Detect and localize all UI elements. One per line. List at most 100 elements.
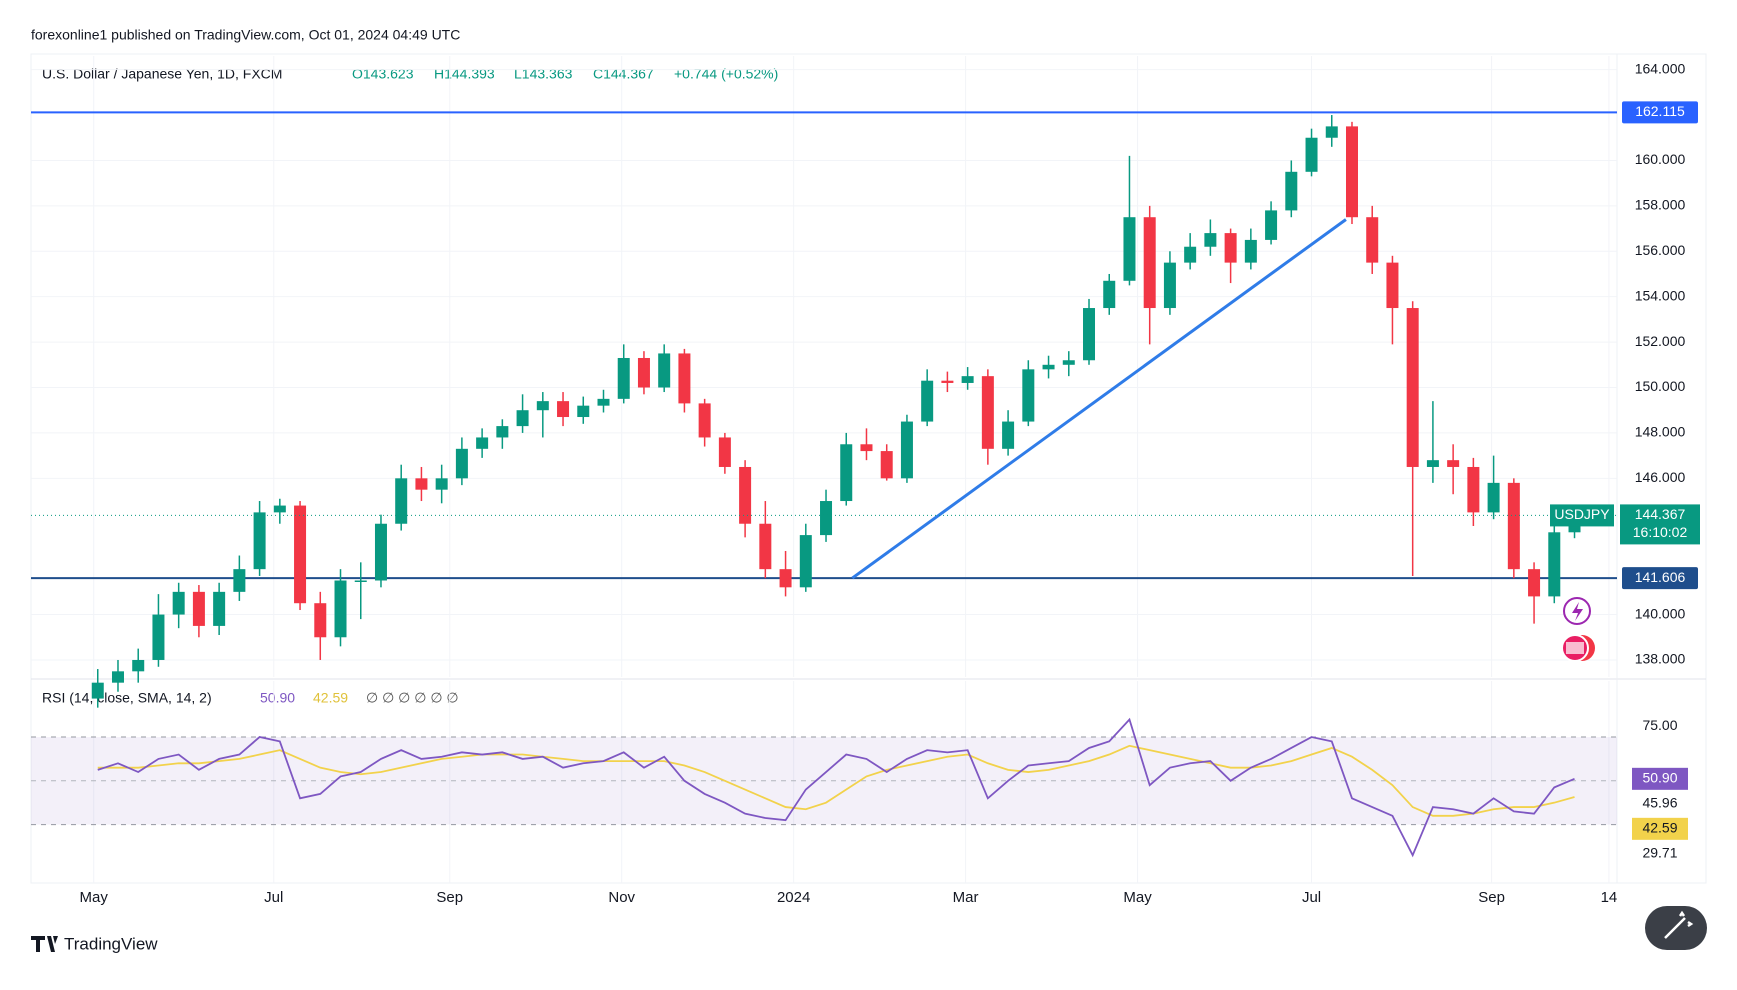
candle-body [1204,233,1217,247]
candle-body [1487,482,1500,513]
candle-body [1062,360,1075,365]
rsi-tick-label: 29.71 [1642,845,1677,861]
candle-body [1467,466,1480,513]
price-badge-label: 141.606 [1635,569,1686,585]
flag-icon-detail [1566,642,1584,654]
candle-body [233,569,246,592]
candle-body [536,401,549,411]
candle-body [799,535,812,588]
last-price-badge [1620,504,1700,545]
candle-body [1143,217,1156,309]
footer-brand: TradingView [64,934,158,953]
y-tick-label: 146.000 [1635,469,1686,485]
wand-icon [1664,910,1694,939]
legend-close: C144.367 [593,66,654,82]
y-tick-label: 158.000 [1635,197,1686,213]
candle-body [820,501,833,536]
candle-body [840,444,853,502]
candle-body [1426,460,1439,467]
y-tick-label: 152.000 [1635,333,1686,349]
candle-body [698,403,711,438]
rsi-tick-label: 45.96 [1642,795,1677,811]
rsi-sma-badge [1632,817,1688,840]
candle-body [314,603,327,638]
legend-high: H144.393 [434,66,495,82]
candle-body [1345,126,1358,218]
rsi-sma-line [97,744,1575,817]
y-tick-label: 148.000 [1635,424,1686,440]
x-tick-label: Jul [1302,889,1321,906]
y-tick-label: 150.000 [1635,378,1686,394]
rsi-legend-sma: 42.59 [313,690,348,706]
candle-body [1265,210,1278,240]
x-tick-label: Nov [608,889,635,906]
candle-body [637,357,650,388]
candle-body [1163,262,1176,309]
candle-body [374,523,387,581]
x-tick-label: Jul [264,889,283,906]
rsi-legend: RSI (14, close, SMA, 14, 2) [42,690,212,706]
candle-body [617,357,630,399]
candle-body [213,591,226,626]
y-tick-label: 160.000 [1635,151,1686,167]
candle-body [1548,532,1561,597]
symbol-tag [1550,504,1614,527]
candle-body [718,437,731,467]
candle-body [961,376,974,383]
x-tick-label: May [1123,889,1152,906]
candle-body [1083,308,1096,361]
last-price-label: 144.367 [1635,506,1686,522]
candle-body [1447,460,1460,467]
candle-body [860,444,873,452]
x-tick-label: Sep [1478,889,1505,906]
legend-low: L143.363 [514,66,573,82]
countdown-label: 16:10:02 [1633,524,1688,540]
candle-body [172,591,185,615]
rsi-sma-badge-label: 42.59 [1642,820,1677,836]
candle-body [334,580,347,638]
candle-body [1366,217,1379,263]
candle-body [1507,482,1520,570]
candle-body [1244,239,1257,263]
x-tick-label: Mar [953,889,979,906]
candle-body [1285,171,1298,211]
candle-body [1528,569,1541,597]
rsi-legend-value: 50.90 [260,690,295,706]
x-tick-label: 14 [1601,889,1618,906]
candle-body [1042,364,1055,370]
symbol-tag-label: USDJPY [1554,506,1610,522]
candle-body [91,682,104,699]
candle-body [1184,246,1197,263]
x-tick-label: Sep [436,889,463,906]
price-badge-label: 162.115 [1635,103,1685,119]
price-badge [1622,101,1698,124]
rsi-values-line [97,717,1575,858]
candle-body [132,659,145,672]
x-tick-label: 2024 [777,889,810,906]
candle-body [1325,126,1338,138]
candle-body [253,512,266,570]
candle-body [273,505,286,513]
rsi-legend-symbols: ∅ ∅ ∅ ∅ ∅ ∅ [366,690,459,706]
candle-body [880,451,893,479]
candle-body [516,410,529,427]
candle-body [678,353,691,404]
header: forexonline1 published on TradingView.co… [31,27,460,43]
candle-body [435,478,448,490]
lightning-icon [1572,602,1583,621]
candle-body [900,421,913,479]
legend-change: +0.744 (+0.52%) [674,66,778,82]
trend-line [851,218,1347,580]
legend-open: O143.623 [352,66,414,82]
candle-body [1022,369,1035,422]
rsi-badge [1632,767,1688,790]
candle-body [597,398,610,406]
candle-body [577,405,590,418]
candle-body [1103,280,1116,309]
y-tick-label: 140.000 [1635,605,1686,621]
candle-body [152,614,165,660]
tradingview-logo [31,936,58,952]
price-badge [1622,567,1698,590]
